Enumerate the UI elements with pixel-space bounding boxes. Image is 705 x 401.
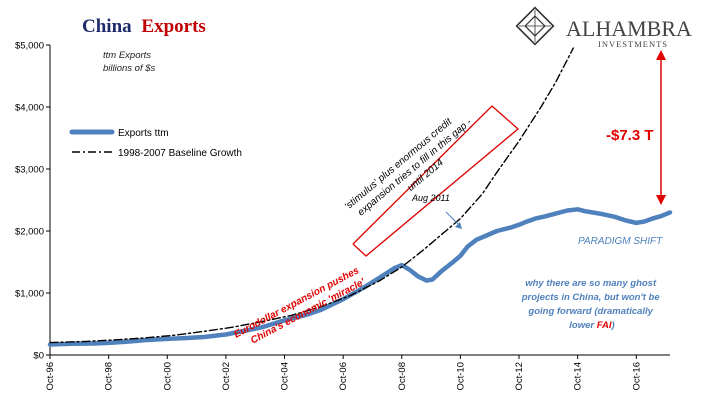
y-tick-label: $4,000 bbox=[15, 103, 44, 114]
x-tick-label: Oct-96 bbox=[45, 362, 56, 391]
legend-label-baseline: 1998-2007 Baseline Growth bbox=[118, 148, 242, 159]
ghost-note-line2: projects in China, but won't be bbox=[521, 292, 661, 303]
paradigm-shift-label: PARADIGM SHIFT bbox=[578, 236, 663, 247]
legend: Exports ttm 1998-2007 Baseline Growth bbox=[69, 128, 242, 159]
alhambra-diamond-icon bbox=[515, 6, 555, 46]
eurodollar-note: Eurodollar expansion pushes China's econ… bbox=[232, 264, 369, 352]
x-axis: Oct-96 Oct-98 Oct-00 Oct-02 Oct-04 Oct-06 Oct-… bbox=[45, 354, 670, 391]
ghost-note-fai: FAI bbox=[597, 320, 612, 331]
y-tick-label: $0 bbox=[33, 351, 44, 362]
series-layer bbox=[47, 47, 673, 347]
chart-title: China Exports bbox=[82, 16, 206, 37]
x-tick-label: Oct-10 bbox=[455, 362, 466, 391]
ghost-note-line3: going forward (dramatically bbox=[527, 306, 653, 317]
units-note-line1: ttm Exports bbox=[103, 50, 151, 61]
logo-name: ALHAMBRA bbox=[566, 16, 692, 41]
stimulus-bracket bbox=[352, 105, 519, 257]
aug2011-arrowhead bbox=[455, 222, 462, 229]
ghost-note-line4: lower FAI) bbox=[569, 320, 614, 331]
series-line-exports bbox=[47, 207, 673, 347]
ghost-note-line1: why there are so many ghost bbox=[525, 278, 657, 289]
x-tick-label: Oct-04 bbox=[280, 362, 291, 391]
chart-title-part2: Exports bbox=[141, 16, 205, 37]
x-tick-label: Oct-98 bbox=[104, 362, 115, 391]
y-axis: $0 $1,000 $2,000 $3,000 $4,000 $5,000 bbox=[15, 41, 51, 362]
gap-value: -$7.3 T bbox=[606, 127, 654, 144]
chart-title-part1: China bbox=[82, 16, 132, 37]
x-tick-label: Oct-02 bbox=[221, 362, 232, 391]
x-tick-label: Oct-14 bbox=[573, 362, 584, 391]
y-tick-label: $1,000 bbox=[15, 289, 44, 300]
gap-arrow bbox=[656, 50, 666, 205]
x-tick-label: Oct-06 bbox=[338, 362, 349, 391]
aug2011-label: Aug 2011 bbox=[411, 193, 450, 203]
stimulus-note-line2: expansion tries to fill in this gap - bbox=[356, 116, 475, 218]
series-line-baseline bbox=[49, 47, 574, 344]
ghost-projects-note: why there are so many ghost projects in … bbox=[521, 278, 663, 331]
x-tick-label: Oct-08 bbox=[397, 362, 408, 391]
y-tick-label: $2,000 bbox=[15, 227, 44, 238]
logo-sub: INVESTMENTS bbox=[598, 39, 668, 49]
legend-label-exports: Exports ttm bbox=[118, 128, 169, 139]
eurodollar-note-line1: Eurodollar expansion pushes bbox=[232, 265, 361, 341]
stimulus-note: 'stimulus' plus enormous credit expansio… bbox=[343, 105, 485, 232]
x-tick-label: Oct-00 bbox=[162, 362, 173, 391]
x-tick-label: Oct-16 bbox=[631, 362, 642, 391]
x-tick-label: Oct-12 bbox=[514, 362, 525, 391]
aug2011-pointer bbox=[445, 211, 461, 227]
y-tick-label: $3,000 bbox=[15, 165, 44, 176]
y-tick-label: $5,000 bbox=[15, 41, 44, 52]
units-note-line2: billions of $s bbox=[103, 63, 156, 74]
